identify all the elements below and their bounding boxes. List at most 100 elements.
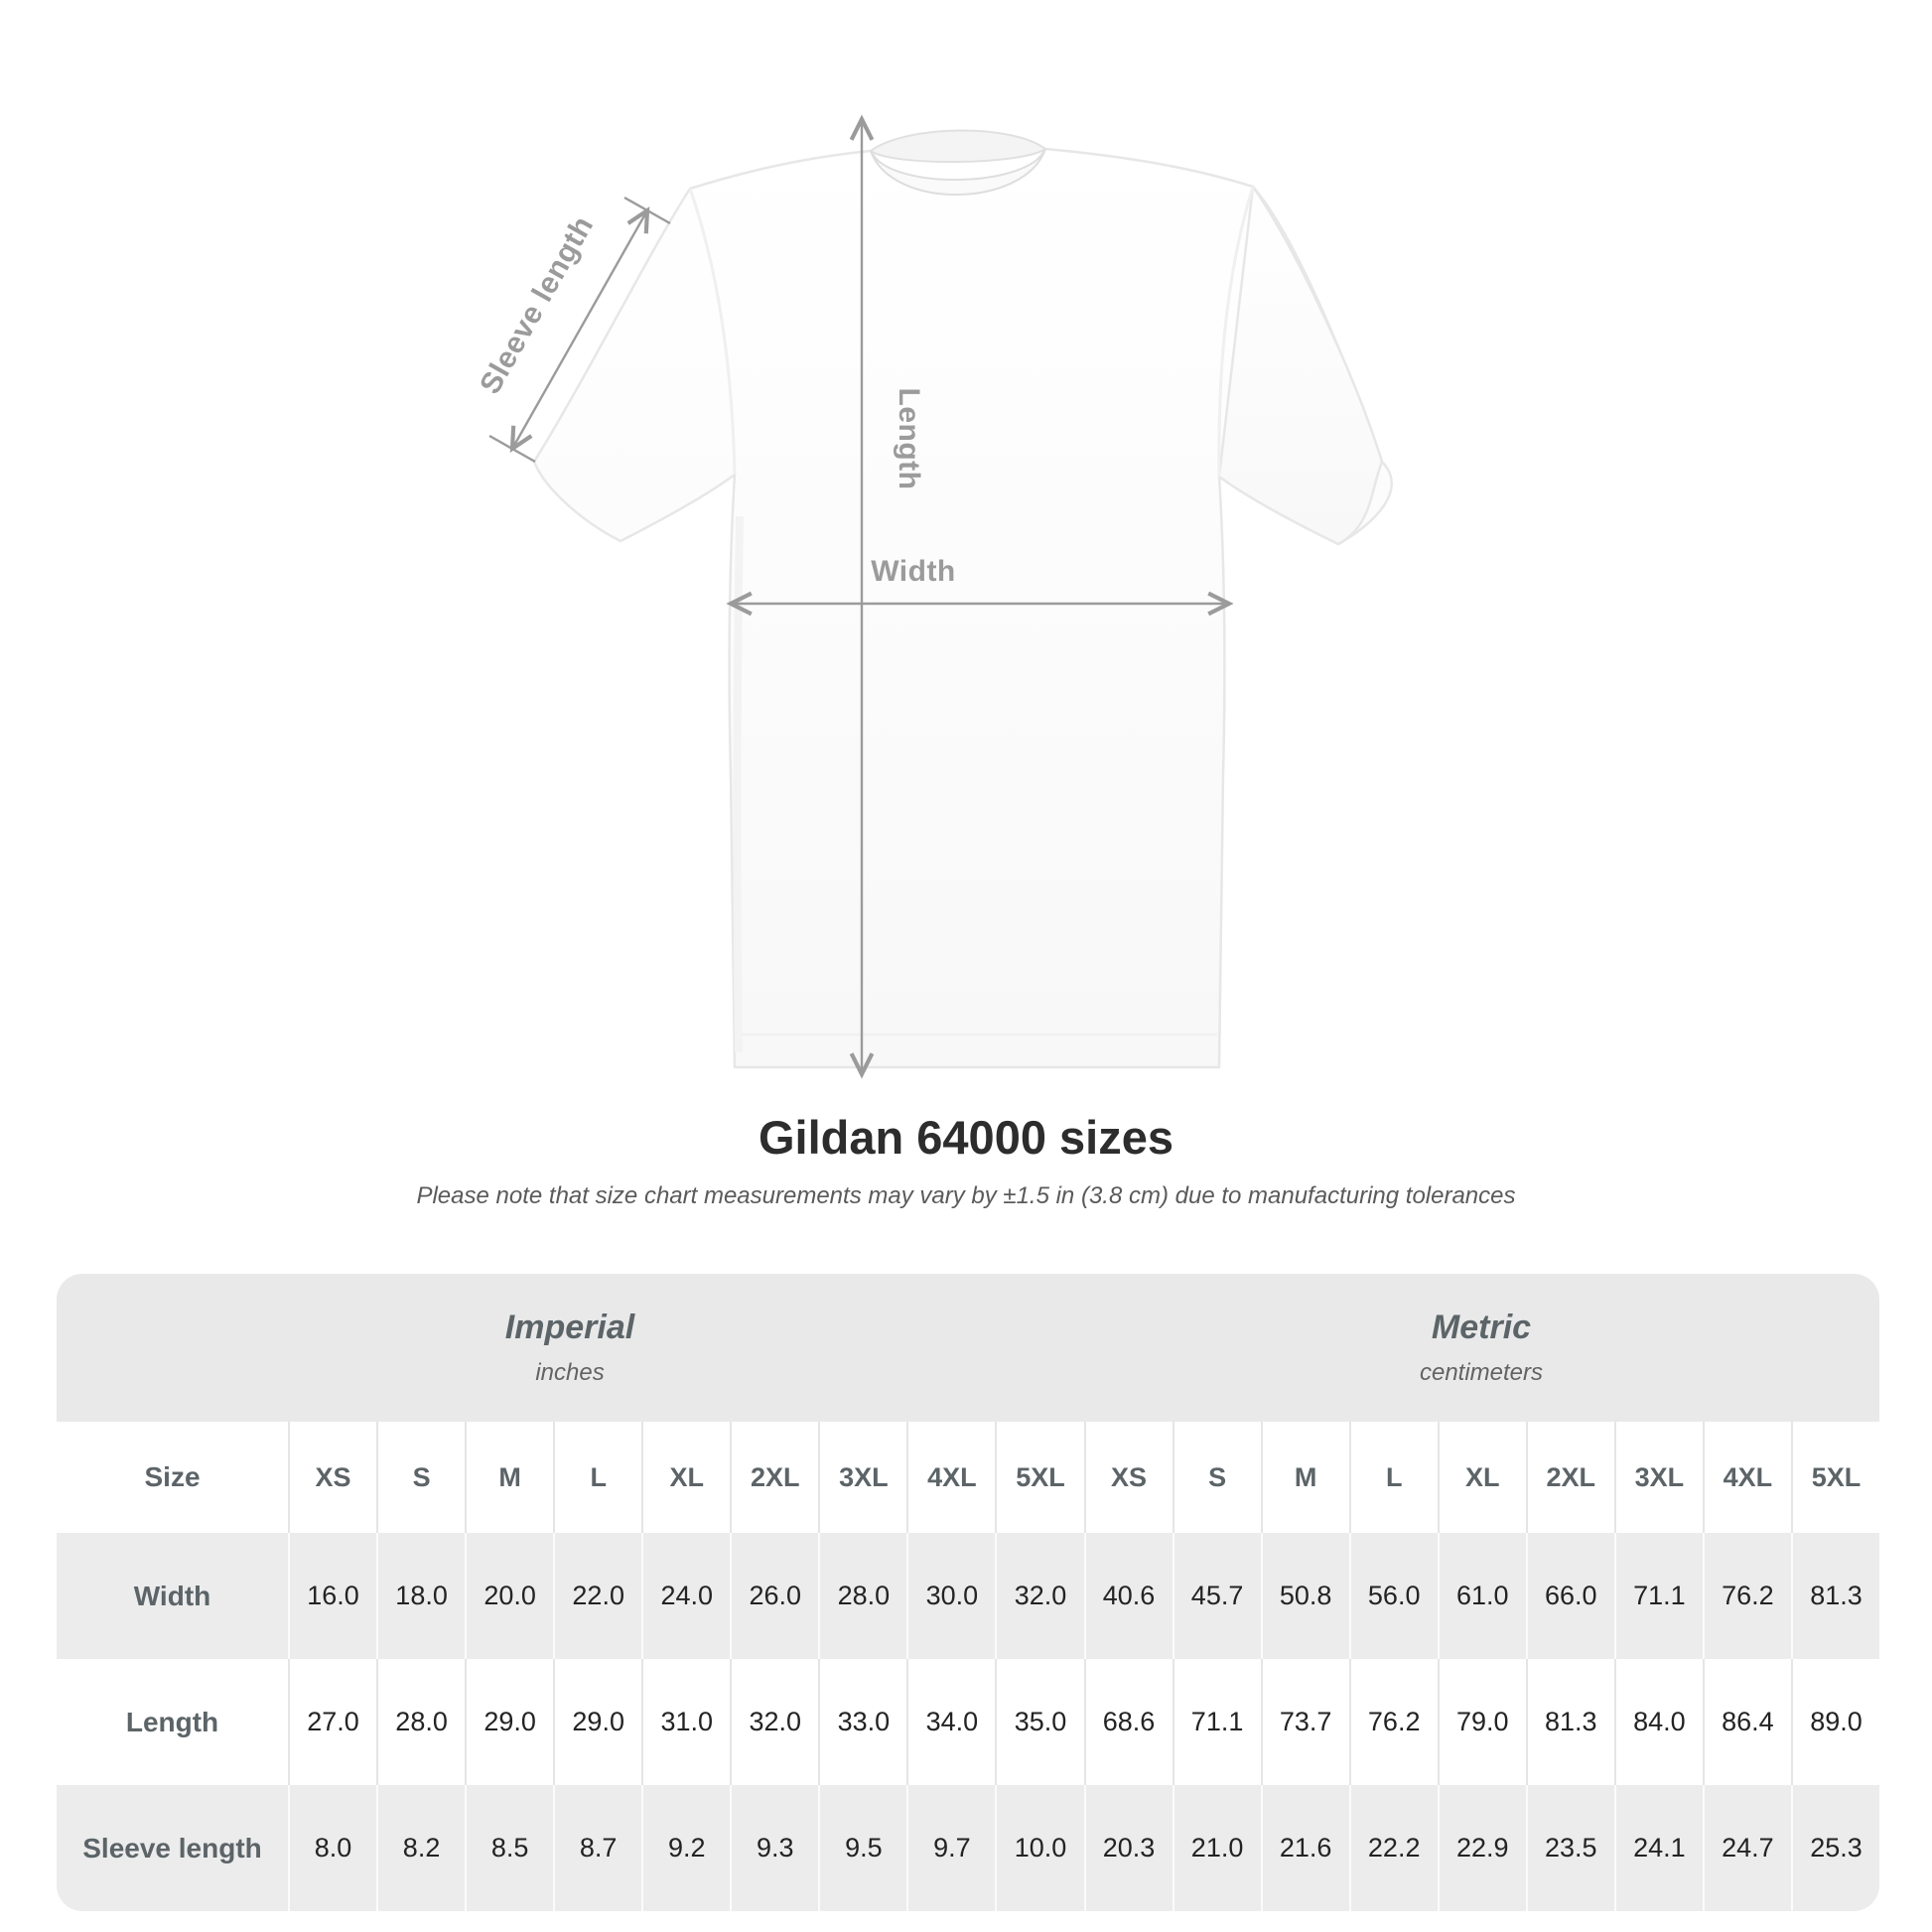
value-imperial: 26.0 — [730, 1533, 819, 1659]
value-metric: 40.6 — [1083, 1533, 1173, 1659]
imperial-unit: inches — [535, 1359, 605, 1386]
size-header-imperial: S — [376, 1422, 466, 1533]
value-metric: 68.6 — [1083, 1659, 1173, 1785]
imperial-header: Imperial inches — [57, 1274, 1083, 1422]
left-sleeve-seam — [688, 188, 737, 476]
tshirt-right-sleeve — [1217, 185, 1384, 546]
value-imperial: 28.0 — [376, 1659, 466, 1785]
size-header-metric: XL — [1437, 1422, 1526, 1533]
value-metric: 86.4 — [1702, 1659, 1791, 1785]
value-imperial: 18.0 — [376, 1533, 466, 1659]
sleeve-length-label: Sleeve length — [474, 210, 600, 399]
value-imperial: 34.0 — [906, 1659, 996, 1785]
value-imperial: 9.7 — [906, 1785, 996, 1911]
value-imperial: 29.0 — [553, 1659, 642, 1785]
value-imperial: 33.0 — [818, 1659, 907, 1785]
value-metric: 61.0 — [1437, 1533, 1526, 1659]
tolerance-note: Please note that size chart measurements… — [416, 1182, 1516, 1209]
size-table: Imperial inches Metric centimeters Size X… — [57, 1274, 1879, 1911]
row-label: Width — [57, 1533, 288, 1659]
size-header-metric: 4XL — [1702, 1422, 1791, 1533]
length-label: Length — [893, 388, 925, 490]
value-metric: 76.2 — [1348, 1659, 1438, 1785]
value-metric: 81.3 — [1790, 1533, 1879, 1659]
value-metric: 24.1 — [1613, 1785, 1703, 1911]
value-imperial: 35.0 — [995, 1659, 1084, 1785]
value-metric: 66.0 — [1525, 1533, 1614, 1659]
value-metric: 56.0 — [1348, 1533, 1438, 1659]
value-metric: 20.3 — [1083, 1785, 1173, 1911]
size-header-imperial: 4XL — [906, 1422, 996, 1533]
value-metric: 84.0 — [1613, 1659, 1703, 1785]
value-metric: 79.0 — [1437, 1659, 1526, 1785]
value-imperial: 24.0 — [641, 1533, 731, 1659]
value-imperial: 9.3 — [730, 1785, 819, 1911]
value-metric: 21.0 — [1172, 1785, 1261, 1911]
value-metric: 73.7 — [1260, 1659, 1349, 1785]
size-header-imperial: L — [553, 1422, 642, 1533]
size-header-metric: 3XL — [1613, 1422, 1703, 1533]
size-header-metric: S — [1172, 1422, 1261, 1533]
metric-label: Metric — [1431, 1309, 1532, 1346]
sleeve-length-dimension — [488, 196, 671, 464]
metric-header: Metric centimeters — [1083, 1274, 1879, 1422]
value-imperial: 32.0 — [995, 1533, 1084, 1659]
value-imperial: 9.5 — [818, 1785, 907, 1911]
right-sleeve-seam — [1217, 186, 1255, 478]
imperial-label: Imperial — [504, 1309, 635, 1346]
value-imperial: 29.0 — [465, 1659, 554, 1785]
tshirt-collar-back — [869, 129, 1047, 163]
value-metric: 23.5 — [1525, 1785, 1614, 1911]
value-imperial: 8.7 — [553, 1785, 642, 1911]
value-imperial: 9.2 — [641, 1785, 731, 1911]
size-header-imperial: XS — [288, 1422, 377, 1533]
value-metric: 22.9 — [1437, 1785, 1526, 1911]
left-shading — [733, 515, 744, 1053]
row-label: Sleeve length — [57, 1785, 288, 1911]
value-metric: 76.2 — [1702, 1533, 1791, 1659]
size-header-imperial: 2XL — [730, 1422, 819, 1533]
size-header-imperial: 5XL — [995, 1422, 1084, 1533]
value-metric: 22.2 — [1348, 1785, 1438, 1911]
value-imperial: 30.0 — [906, 1533, 996, 1659]
width-label: Width — [871, 555, 956, 588]
row-label: Length — [57, 1659, 288, 1785]
value-metric: 71.1 — [1613, 1533, 1703, 1659]
value-imperial: 8.2 — [376, 1785, 466, 1911]
value-imperial: 8.5 — [465, 1785, 554, 1911]
value-imperial: 32.0 — [730, 1659, 819, 1785]
size-header-imperial: M — [465, 1422, 554, 1533]
value-imperial: 28.0 — [818, 1533, 907, 1659]
size-header-imperial: XL — [641, 1422, 731, 1533]
size-header-metric: L — [1348, 1422, 1438, 1533]
size-header-metric: M — [1260, 1422, 1349, 1533]
value-imperial: 16.0 — [288, 1533, 377, 1659]
size-table-grid: Size XS S M L XL 2XL 3XL 4XL 5XL XS S M L XL 2XL 3XL 4XL 5… — [57, 1422, 1879, 1911]
size-header-imperial: 3XL — [818, 1422, 907, 1533]
value-metric: 24.7 — [1702, 1785, 1791, 1911]
value-metric: 89.0 — [1790, 1659, 1879, 1785]
value-imperial: 22.0 — [553, 1533, 642, 1659]
heading-block: Gildan 64000 sizes Please note that size… — [0, 1110, 1932, 1210]
value-metric: 21.6 — [1260, 1785, 1349, 1911]
size-header-metric: XS — [1083, 1422, 1173, 1533]
value-metric: 71.1 — [1172, 1659, 1261, 1785]
value-imperial: 31.0 — [641, 1659, 731, 1785]
value-metric: 50.8 — [1260, 1533, 1349, 1659]
page-title: Gildan 64000 sizes — [758, 1111, 1174, 1164]
value-metric: 25.3 — [1790, 1785, 1879, 1911]
metric-unit: centimeters — [1419, 1359, 1544, 1386]
unit-header-band: Imperial inches Metric centimeters — [57, 1274, 1879, 1422]
value-imperial: 10.0 — [995, 1785, 1084, 1911]
size-header-metric: 5XL — [1790, 1422, 1879, 1533]
value-imperial: 20.0 — [465, 1533, 554, 1659]
size-corner-header: Size — [57, 1422, 288, 1533]
value-metric: 81.3 — [1525, 1659, 1614, 1785]
value-imperial: 8.0 — [288, 1785, 377, 1911]
value-imperial: 27.0 — [288, 1659, 377, 1785]
value-metric: 45.7 — [1172, 1533, 1261, 1659]
tshirt-illustration — [532, 129, 1393, 1069]
size-header-metric: 2XL — [1525, 1422, 1614, 1533]
tshirt-measurement-figure: Length Width Sleeve length — [474, 114, 1393, 1079]
